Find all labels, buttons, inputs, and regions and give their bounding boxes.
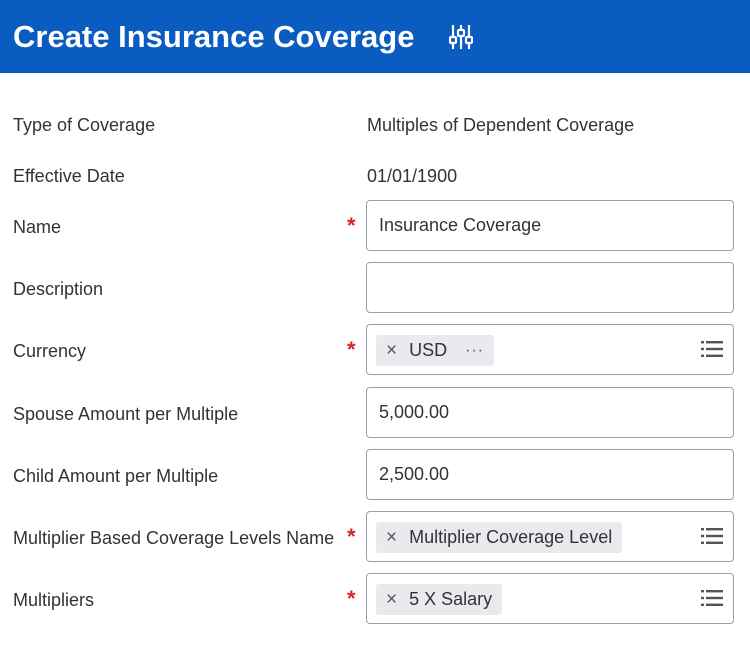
description-label: Description — [13, 279, 104, 299]
spouse-amount-input[interactable] — [367, 388, 733, 437]
required-indicator: * — [347, 586, 356, 611]
multiplier-selected-value: 5 X Salary — [409, 589, 493, 609]
type-of-coverage-value: Multiples of Dependent Coverage — [367, 115, 635, 135]
page-header: Create Insurance Coverage — [0, 0, 750, 73]
description-field[interactable] — [366, 262, 734, 313]
multipliers-field[interactable]: × 5 X Salary — [366, 573, 734, 624]
name-field[interactable] — [366, 200, 734, 251]
coverage-levels-name-label: Multiplier Based Coverage Levels Name — [13, 528, 335, 548]
remove-icon[interactable]: × — [386, 339, 398, 361]
effective-date-value: 01/01/1900 — [367, 166, 458, 186]
coverage-levels-name-field[interactable]: × Multiplier Coverage Level — [366, 511, 734, 562]
currency-label: Currency — [13, 341, 87, 361]
prompt-list-icon[interactable] — [701, 589, 723, 607]
coverage-level-selected-pill[interactable]: × Multiplier Coverage Level — [376, 522, 623, 553]
currency-field[interactable]: × USD ··· — [366, 324, 734, 375]
child-amount-label: Child Amount per Multiple — [13, 466, 219, 486]
type-of-coverage-label: Type of Coverage — [13, 115, 156, 135]
required-indicator: * — [347, 337, 356, 362]
description-input[interactable] — [367, 263, 733, 312]
required-indicator: * — [347, 524, 356, 549]
currency-selected-pill[interactable]: × USD ··· — [376, 335, 495, 366]
spouse-amount-field[interactable] — [366, 387, 734, 438]
remove-icon[interactable]: × — [386, 526, 398, 548]
child-amount-input[interactable] — [367, 450, 733, 499]
prompt-list-icon[interactable] — [701, 340, 723, 358]
multipliers-label: Multipliers — [13, 590, 95, 610]
effective-date-label: Effective Date — [13, 166, 125, 186]
prompt-list-icon[interactable] — [701, 527, 723, 545]
child-amount-field[interactable] — [366, 449, 734, 500]
coverage-level-selected-value: Multiplier Coverage Level — [409, 527, 613, 547]
name-label: Name — [13, 217, 62, 237]
currency-selected-value: USD — [409, 340, 448, 360]
page-title: Create Insurance Coverage — [13, 18, 415, 54]
remove-icon[interactable]: × — [386, 588, 398, 610]
spouse-amount-label: Spouse Amount per Multiple — [13, 404, 239, 424]
name-input[interactable] — [367, 201, 733, 250]
related-actions-icon[interactable] — [448, 23, 474, 51]
more-options-icon[interactable]: ··· — [465, 341, 485, 359]
required-indicator: * — [347, 213, 356, 238]
multiplier-selected-pill[interactable]: × 5 X Salary — [376, 584, 503, 615]
